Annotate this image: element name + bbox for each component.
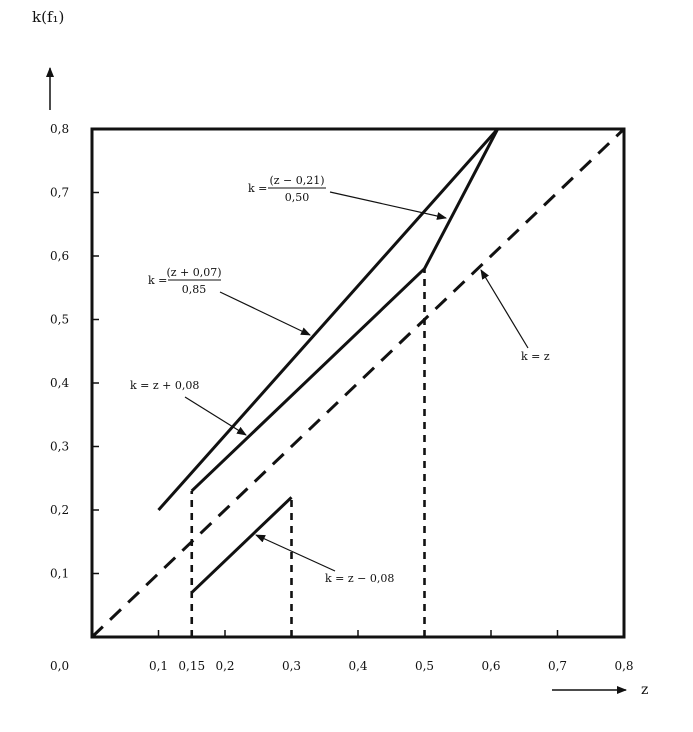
x-tick-label: 0,2 [215,659,234,673]
series-line [190,267,426,493]
annotation-k-z-plus-008: k = z + 0,08 [130,379,247,436]
x-tick-label: 0,6 [481,659,500,673]
y-tick-label: 0,1 [50,567,69,581]
x-tick-label: 0,3 [282,659,301,673]
annotation-k-z-minus-008: k = z − 0,08 [255,534,394,585]
y-tick-label: 0,4 [50,376,69,390]
series-line [423,128,499,270]
y-tick-label: 0,3 [50,440,69,454]
x-tick-label: 0,7 [548,659,567,673]
series-layer [90,127,626,639]
y-tick-label: 0,7 [50,186,69,200]
x-tick-label: 0,8 [614,659,633,673]
series-line [190,496,293,594]
x-tick-label: 0,4 [348,659,367,673]
annotation-d-arrow [480,269,529,349]
annotation-b-arrow [219,291,311,336]
annotation-a-denominator: 0,50 [285,191,310,204]
y-tick-label: 0,5 [50,313,69,327]
y-axis-label: k(f₁) [32,8,64,26]
annotation-b-prefix: k = [148,274,167,287]
annotation-k-z: k = z [480,269,550,363]
y-tick-label: 0,6 [50,249,69,263]
annotation-e-arrow [255,534,336,572]
origin-label: 0,0 [50,659,69,673]
annotation-c-label: k = z + 0,08 [130,379,199,392]
series-line [90,127,626,639]
annotation-a-numerator: (z − 0,21) [269,174,324,187]
ticks-layer: 0,1 0,2 0,3 0,4 0,5 0,6 0,7 0,8 0,1 0,15 0,2 0,3 0,4… [50,122,634,673]
annotation-c-arrow [184,396,247,436]
series-line [157,128,499,511]
annotation-k-z-minus-021-over-050: k = (z − 0,21) 0,50 [248,174,447,220]
annotation-k-z-plus-007-over-085: k = (z + 0,07) 0,85 [148,266,311,336]
annotation-a-prefix: k = [248,182,267,195]
x-tick-label: 0,5 [415,659,434,673]
guides-layer [190,268,426,637]
x-axis-label: z [641,682,648,698]
annotation-e-label: k = z − 0,08 [325,572,394,585]
annotation-b-numerator: (z + 0,07) [166,266,221,279]
x-tick-label: 0,1 [149,659,168,673]
annotation-d-label: k = z [521,350,550,363]
y-tick-label: 0,2 [50,503,69,517]
annotation-a-arrow [329,191,447,220]
x-tick-label: 0,15 [178,659,205,673]
y-tick-label: 0,8 [50,122,69,136]
annotation-b-denominator: 0,85 [182,283,207,296]
